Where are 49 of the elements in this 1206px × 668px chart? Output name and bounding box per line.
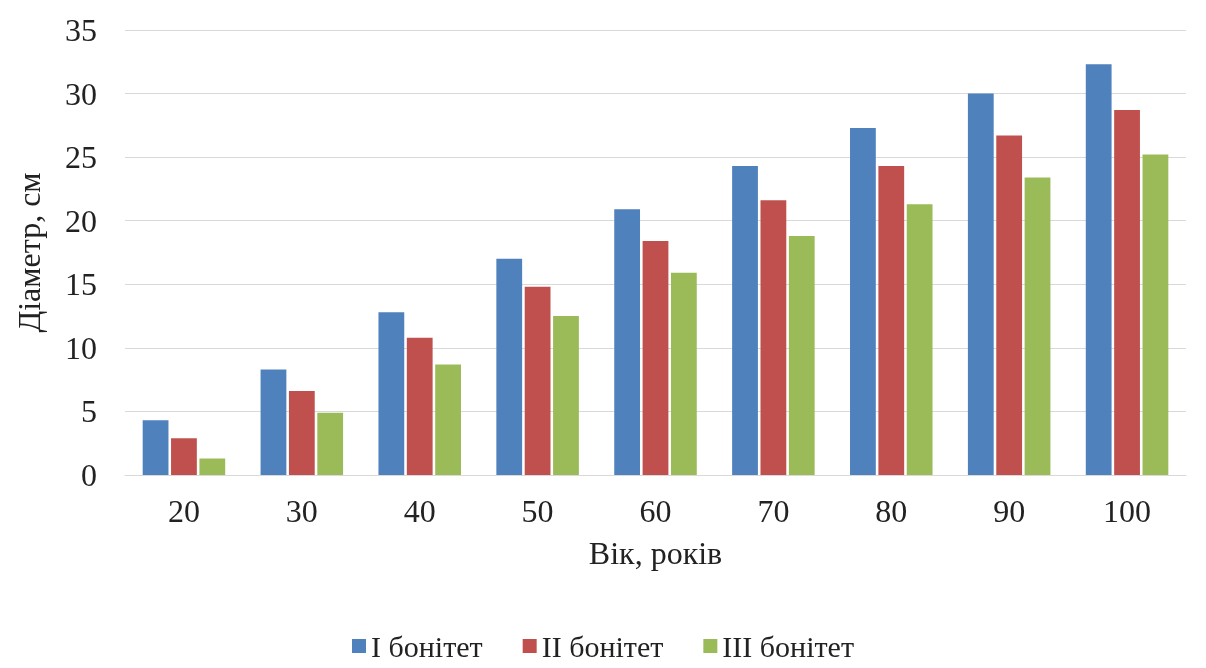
legend-label: II бонітет [541, 629, 664, 663]
x-tick-label: 70 [757, 493, 790, 529]
y-tick-label: 20 [65, 202, 97, 239]
y-tick-label: 30 [65, 75, 97, 112]
y-tick-label: 10 [65, 329, 97, 366]
bar [996, 135, 1023, 475]
bar [524, 286, 551, 475]
y-tick-label: 15 [65, 266, 97, 303]
x-axis-title: Вік, років [588, 535, 723, 571]
x-tick-label: 40 [403, 493, 436, 529]
bar [760, 200, 787, 475]
bar [1142, 154, 1169, 475]
bar [967, 93, 994, 475]
bar [670, 272, 697, 475]
y-tick-label: 25 [65, 139, 97, 176]
legend-label: III бонітет [722, 629, 855, 663]
bar [614, 209, 641, 475]
bar [496, 258, 523, 475]
x-tick-label: 100 [1103, 493, 1152, 529]
y-tick-label: 5 [81, 393, 97, 430]
bar [642, 241, 669, 475]
x-tick-label: 50 [521, 493, 554, 529]
bar [850, 127, 876, 475]
bar [732, 166, 758, 475]
bar [1085, 64, 1112, 475]
y-tick-label: 0 [81, 457, 97, 493]
bar [378, 312, 405, 475]
x-tick-label: 30 [285, 493, 318, 529]
legend-label: I бонітет [371, 629, 483, 663]
bar [406, 337, 433, 475]
bar [260, 369, 287, 475]
bar [317, 412, 344, 475]
bar [435, 364, 461, 475]
y-tick-label: 35 [65, 12, 97, 48]
x-tick-label: 90 [993, 493, 1026, 529]
bar [1114, 110, 1140, 475]
bar [1024, 177, 1051, 475]
bar [142, 420, 169, 475]
x-tick-label: 60 [639, 493, 672, 529]
y-axis-title: Діаметр, см [11, 172, 47, 333]
bar [878, 166, 905, 475]
bar [553, 316, 579, 475]
bar [788, 235, 815, 475]
x-tick-label: 80 [875, 493, 908, 529]
bar [199, 458, 226, 475]
bar [906, 204, 933, 475]
bar [288, 391, 315, 475]
x-tick-label: 20 [167, 493, 200, 529]
bar [171, 438, 197, 475]
